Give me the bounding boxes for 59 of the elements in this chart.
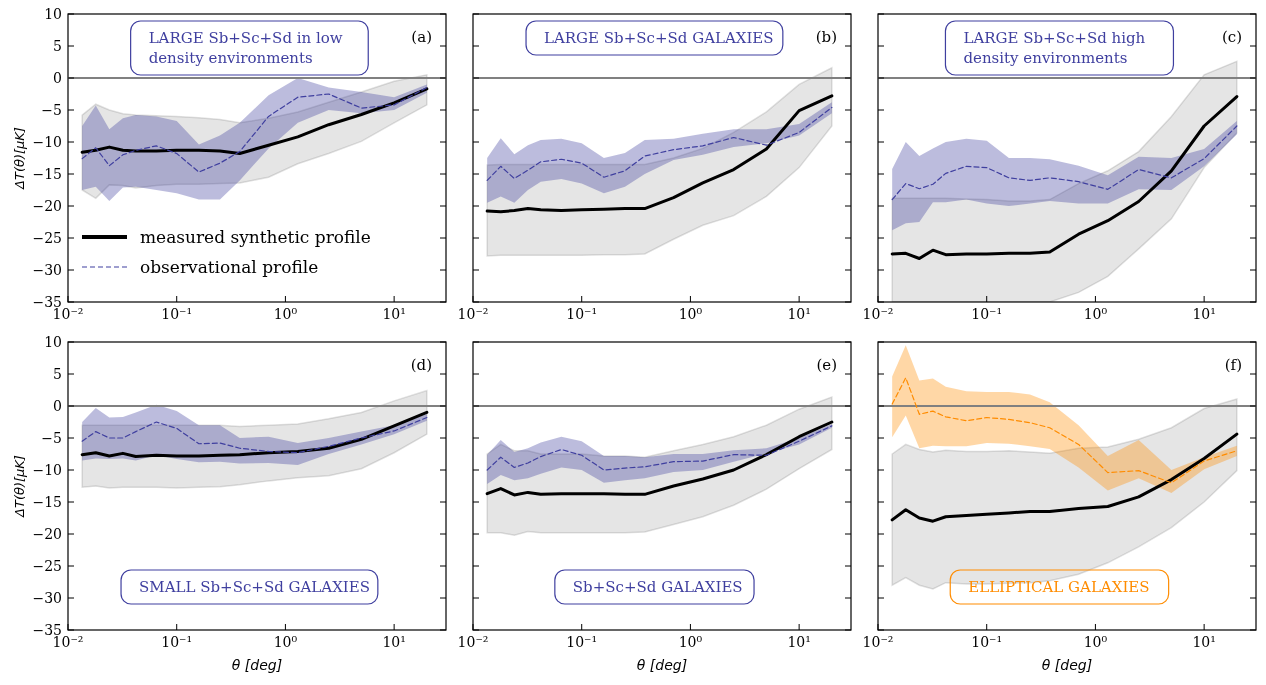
x-tick-label: 10⁻¹ <box>566 306 598 322</box>
x-tick-label: 10⁻¹ <box>161 306 193 322</box>
x-tick-label: 10⁻² <box>457 306 489 322</box>
y-tick-label: −10 <box>32 134 62 150</box>
x-tick-label: 10⁻² <box>457 634 489 650</box>
annotation: (c) <box>1221 28 1242 46</box>
y-tick-label: −25 <box>32 230 62 246</box>
annotation: (e) <box>816 356 837 374</box>
x-tick-label: 10¹ <box>787 306 811 322</box>
x-tick-label: 10⁻¹ <box>566 634 598 650</box>
legend-label: observational profile <box>140 257 319 277</box>
y-tick-label: −25 <box>32 558 62 574</box>
y-tick-label: −5 <box>41 102 62 118</box>
y-tick-label: −30 <box>32 590 62 606</box>
y-tick-label: 5 <box>53 366 62 382</box>
y-tick-label: 10 <box>44 334 62 350</box>
y-tick-label: −20 <box>32 526 62 542</box>
annotation: (b) <box>815 28 837 46</box>
y-tick-label: 0 <box>53 398 62 414</box>
annotation: (a) <box>411 28 432 46</box>
x-tick-label: 10⁻¹ <box>161 634 193 650</box>
x-axis-title: θ [deg] <box>1041 657 1093 673</box>
y-tick-label: 10 <box>44 6 62 22</box>
y-tick-label: −15 <box>32 166 62 182</box>
text: Sb+Sc+Sd GALAXIES <box>572 578 743 596</box>
x-tick-label: 10⁰ <box>273 634 298 650</box>
x-tick-label: 10¹ <box>382 306 406 322</box>
text: LARGE Sb+Sc+Sd in low density environments <box>148 29 343 67</box>
y-tick-label: −20 <box>32 198 62 214</box>
y-tick-label: 5 <box>53 38 62 54</box>
x-tick-label: 10¹ <box>1192 306 1216 322</box>
x-tick-label: 10¹ <box>787 634 811 650</box>
y-axis-title: ΔT(θ)[μK] <box>12 455 27 518</box>
text: LARGE Sb+Sc+Sd high density environments <box>963 29 1146 67</box>
text: ELLIPTICAL GALAXIES <box>968 578 1150 596</box>
legend-label: measured synthetic profile <box>140 227 371 247</box>
x-tick-label: 10¹ <box>1192 634 1216 650</box>
y-tick-label: −5 <box>41 430 62 446</box>
x-tick-label: 10⁻² <box>862 634 894 650</box>
y-tick-label: −10 <box>32 462 62 478</box>
x-tick-label: 10⁰ <box>1083 634 1108 650</box>
y-tick-label: −30 <box>32 262 62 278</box>
annotation: (d) <box>410 356 432 374</box>
y-tick-label: −15 <box>32 494 62 510</box>
x-tick-label: 10⁰ <box>1083 306 1108 322</box>
x-tick-label: 10⁰ <box>273 306 298 322</box>
x-tick-label: 10⁻¹ <box>971 634 1003 650</box>
x-axis-title: θ [deg] <box>636 657 688 673</box>
annotation: (f) <box>1224 356 1242 374</box>
x-tick-label: 10¹ <box>382 634 406 650</box>
y-tick-label: 0 <box>53 70 62 86</box>
text: SMALL Sb+Sc+Sd GALAXIES <box>139 578 370 596</box>
x-axis-title: θ [deg] <box>231 657 283 673</box>
x-tick-label: 10⁻² <box>862 306 894 322</box>
x-tick-label: 10⁻¹ <box>971 306 1003 322</box>
x-tick-label: 10⁰ <box>678 634 703 650</box>
text: LARGE Sb+Sc+Sd GALAXIES <box>544 29 774 47</box>
x-tick-label: 10⁰ <box>678 306 703 322</box>
y-axis-title: ΔT(θ)[μK] <box>12 127 27 190</box>
